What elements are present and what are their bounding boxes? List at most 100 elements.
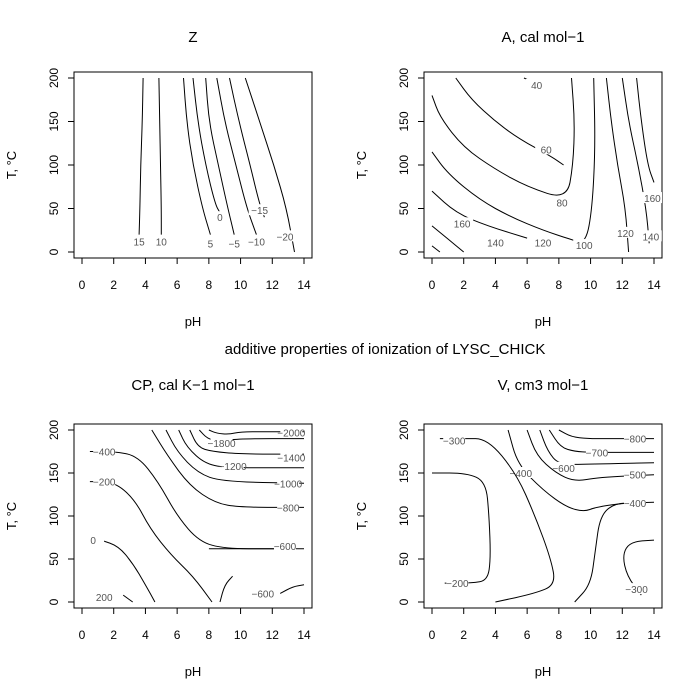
contour-label: 140: [487, 238, 504, 249]
contour-label: −400: [510, 469, 533, 480]
x-tick-label: 4: [142, 278, 149, 292]
x-tick-label: 0: [79, 628, 86, 642]
contour-label: 120: [617, 229, 634, 240]
contour-label: −600: [552, 464, 575, 475]
x-tick-label: 10: [584, 278, 598, 292]
contour-label-bg: [82, 534, 105, 546]
y-tick-label: 50: [397, 552, 411, 566]
contour-lines: 40 60 80 100 120 140 160 120 140 160: [431, 77, 662, 253]
contour-label: −1200: [219, 462, 248, 473]
contour-label: −5: [229, 239, 241, 250]
contour-panel-4: 0 2 4 6 8 10 12 14 0 50 100 150 200 pH T, °C V, cm3 mol…: [354, 377, 663, 679]
contour-line: [431, 77, 575, 196]
y-tick-label: 150: [47, 463, 61, 483]
y-tick-label: 0: [397, 598, 411, 605]
y-tick-label: 200: [397, 68, 411, 88]
y-tick-label: 100: [47, 155, 61, 175]
contour-line: [431, 77, 596, 243]
contour-label-bg: [251, 587, 274, 599]
x-tick-label: 8: [206, 278, 213, 292]
contour-label-bg: [532, 236, 554, 248]
contour-line: [432, 472, 491, 584]
y-tick-label: 150: [397, 463, 411, 483]
contour-label-bg: [208, 211, 231, 223]
contour-label: −15: [251, 206, 268, 217]
contour-lines: 15 10 5 0 −5 −10 −15 −20: [128, 77, 296, 253]
contour-line: [431, 225, 465, 253]
contour-label: −200: [446, 579, 469, 590]
figure-super-title: additive properties of ionization of LYS…: [225, 341, 546, 358]
y-tick-label: 200: [397, 420, 411, 440]
x-tick-label: 14: [647, 628, 661, 642]
contour-label-bg: [639, 230, 662, 242]
panel-title: A, cal mol−1: [502, 29, 585, 46]
contour-label: 160: [454, 219, 471, 230]
contour-line: [158, 77, 162, 235]
x-tick-label: 8: [556, 628, 563, 642]
y-tick-label: 200: [47, 420, 61, 440]
contour-line: [165, 429, 305, 484]
contour-label: −400: [93, 448, 116, 459]
contour-line: [183, 77, 211, 235]
contour-line: [189, 429, 304, 455]
contour-label-bg: [451, 217, 474, 229]
x-tick-label: 0: [429, 278, 436, 292]
x-tick-label: 12: [616, 628, 630, 642]
contour-label-bg: [614, 226, 637, 238]
contour-label-bg: [623, 468, 646, 480]
contour-line: [605, 77, 630, 253]
contour-label: −2000: [277, 429, 306, 440]
contour-label: 0: [90, 536, 96, 547]
contour-label: −200: [93, 478, 116, 489]
x-tick-label: 6: [524, 628, 531, 642]
contour-line: [216, 77, 257, 235]
y-axis-label: T, °C: [354, 502, 369, 530]
contour-label-bg: [150, 235, 173, 247]
contour-label-bg: [552, 461, 575, 473]
x-tick-label: 4: [492, 278, 499, 292]
y-axis-label: T, °C: [4, 151, 19, 179]
y-tick-label: 150: [397, 111, 411, 131]
x-axis-label: pH: [535, 314, 552, 329]
contour-label-bg: [625, 583, 648, 595]
contour-label-bg: [641, 192, 662, 204]
contour-line: [89, 451, 304, 550]
panel-title: V, cm3 mol−1: [498, 377, 589, 394]
contour-line: [192, 77, 221, 214]
contour-label: 80: [556, 198, 568, 209]
contour-label: 15: [134, 238, 146, 249]
contour-label: −600: [274, 542, 297, 553]
contour-label: −1800: [207, 439, 236, 450]
x-tick-label: 12: [266, 278, 280, 292]
panel-title: Z: [188, 29, 197, 46]
contour-line: [244, 77, 295, 253]
contour-line: [636, 77, 655, 183]
contour-label-bg: [245, 235, 268, 247]
contour-label: −700: [586, 448, 609, 459]
contour-lines: −800 −700 −600 −500 −400 −300 −200 −400 −300: [432, 429, 655, 603]
y-tick-label: 50: [47, 202, 61, 216]
contour-lines: −2000−1800−1400−1200−1000−800−400−600−20…: [82, 426, 306, 604]
contour-label: −300: [443, 436, 466, 447]
contour-label-bg: [443, 434, 466, 446]
x-tick-label: 4: [492, 628, 499, 642]
x-tick-label: 2: [110, 628, 117, 642]
contour-line: [431, 245, 441, 253]
contour-label-bg: [277, 477, 300, 489]
contour-label-bg: [277, 501, 300, 513]
y-axis-label: T, °C: [354, 151, 369, 179]
y-tick-label: 150: [47, 111, 61, 131]
contour-label-bg: [223, 237, 246, 249]
contour-label-bg: [221, 460, 244, 472]
contour-label: −300: [625, 585, 648, 596]
contour-label-bg: [93, 590, 116, 602]
contour-label: 100: [576, 241, 593, 252]
contour-label: 5: [208, 239, 214, 250]
x-tick-label: 2: [110, 278, 117, 292]
x-tick-label: 4: [142, 628, 149, 642]
y-tick-label: 50: [47, 552, 61, 566]
contour-label: −600: [252, 589, 275, 600]
contour-label-bg: [93, 445, 116, 457]
